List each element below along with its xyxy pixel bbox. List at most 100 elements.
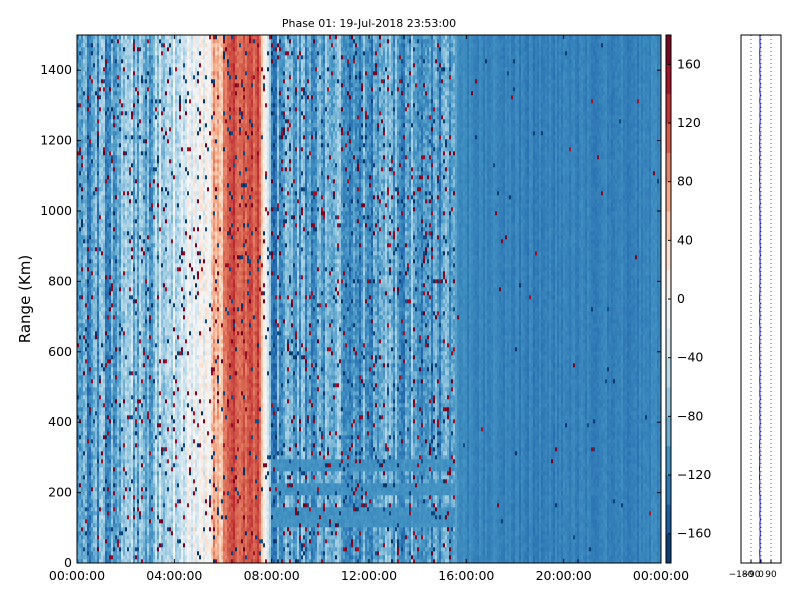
heatmap-cell <box>79 99 81 103</box>
heatmap-cell <box>83 543 85 547</box>
heatmap-cell <box>89 543 91 547</box>
heatmap-cell <box>87 179 89 183</box>
heatmap-cell <box>85 487 87 491</box>
heatmap-cell <box>87 223 89 227</box>
heatmap-cell <box>81 235 83 239</box>
heatmap-cell <box>87 95 89 99</box>
heatmap-cell <box>85 327 87 331</box>
heatmap-cell <box>87 199 89 203</box>
heatmap-cell <box>83 219 85 223</box>
heatmap-cell <box>81 495 83 499</box>
heatmap-cell <box>79 339 81 343</box>
heatmap-cell <box>83 295 85 299</box>
heatmap-cell <box>81 251 83 255</box>
heatmap-cell <box>85 255 87 259</box>
heatmap-cell <box>81 255 83 259</box>
heatmap-cell <box>89 271 91 275</box>
heatmap-cell <box>79 519 81 523</box>
heatmap-cell <box>87 479 89 483</box>
heatmap-cell <box>79 75 81 79</box>
heatmap-cell <box>83 303 85 307</box>
heatmap-cell <box>83 443 85 447</box>
heatmap-cell <box>87 335 89 339</box>
heatmap-cell <box>85 395 87 399</box>
heatmap-cell <box>83 83 85 87</box>
heatmap-cell <box>85 59 87 63</box>
heatmap-cell <box>83 279 85 283</box>
heatmap-cell <box>85 43 87 47</box>
heatmap-cell <box>89 371 91 375</box>
heatmap-cell <box>79 547 81 551</box>
heatmap-cell <box>87 511 89 515</box>
heatmap-cell <box>87 375 89 379</box>
heatmap-cell <box>81 43 83 47</box>
heatmap-cell <box>79 507 81 511</box>
heatmap-cell <box>81 479 83 483</box>
heatmap-cell <box>87 507 89 511</box>
heatmap-cell <box>85 115 87 119</box>
heatmap-cell <box>89 495 91 499</box>
heatmap-cell <box>87 235 89 239</box>
heatmap-cell <box>83 503 85 507</box>
heatmap-cell <box>87 311 89 315</box>
heatmap-cell <box>79 51 81 55</box>
heatmap-cell <box>83 363 85 367</box>
heatmap-cell <box>89 439 91 443</box>
heatmap-cell <box>89 295 91 299</box>
heatmap-cell <box>87 547 89 551</box>
heatmap-cell <box>87 171 89 175</box>
heatmap-cell <box>83 339 85 343</box>
heatmap-cell <box>85 555 87 559</box>
heatmap-cell <box>81 395 83 399</box>
heatmap-cell <box>87 107 89 111</box>
heatmap-cell <box>87 447 89 451</box>
heatmap-cell <box>87 283 89 287</box>
heatmap-cell <box>79 183 81 187</box>
heatmap-cell <box>83 287 85 291</box>
heatmap-cell <box>89 491 91 495</box>
heatmap-cell <box>83 463 85 467</box>
heatmap-cell <box>79 159 81 163</box>
heatmap-cell <box>85 519 87 523</box>
heatmap-cell <box>79 107 81 111</box>
heatmap-cell <box>83 55 85 59</box>
heatmap-cell <box>79 515 81 519</box>
heatmap-cell <box>79 87 81 91</box>
heatmap-cell <box>83 395 85 399</box>
heatmap-cell <box>87 51 89 55</box>
heatmap-cell <box>83 407 85 411</box>
heatmap-cell <box>81 379 83 383</box>
heatmap-cell <box>81 143 83 147</box>
heatmap-cell <box>83 203 85 207</box>
heatmap-cell <box>89 127 91 131</box>
heatmap-cell <box>81 127 83 131</box>
heatmap-cell <box>81 115 83 119</box>
heatmap-cell <box>79 307 81 311</box>
heatmap-cell <box>83 119 85 123</box>
heatmap-cell <box>89 475 91 479</box>
heatmap-cell <box>79 259 81 263</box>
heatmap-cell <box>83 439 85 443</box>
heatmap-cell <box>81 243 83 247</box>
heatmap-cell <box>79 443 81 447</box>
heatmap-cell <box>85 103 87 107</box>
heatmap-cell <box>87 379 89 383</box>
heatmap-cell <box>83 523 85 527</box>
heatmap-cell <box>81 223 83 227</box>
heatmap-cell <box>87 439 89 443</box>
heatmap-cell <box>79 43 81 47</box>
heatmap-cell <box>85 275 87 279</box>
heatmap-cell <box>79 483 81 487</box>
heatmap-cell <box>81 79 83 83</box>
heatmap-cell <box>79 479 81 483</box>
heatmap-cell <box>79 95 81 99</box>
heatmap-cell <box>89 479 91 483</box>
heatmap-cell <box>81 195 83 199</box>
heatmap-cell <box>79 467 81 471</box>
heatmap-cell <box>79 59 81 63</box>
heatmap-cell <box>83 315 85 319</box>
heatmap-cell <box>79 295 81 299</box>
heatmap-cell <box>83 327 85 331</box>
heatmap-cell <box>81 55 83 59</box>
heatmap-cell <box>85 467 87 471</box>
